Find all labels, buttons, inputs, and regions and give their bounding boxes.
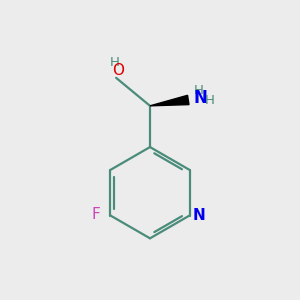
Polygon shape bbox=[150, 95, 189, 106]
Text: H: H bbox=[194, 84, 203, 97]
Text: H: H bbox=[110, 56, 120, 69]
Text: N: N bbox=[194, 89, 208, 107]
Text: N: N bbox=[193, 208, 206, 223]
Text: H: H bbox=[205, 94, 215, 107]
Text: O: O bbox=[112, 63, 124, 78]
Text: F: F bbox=[92, 206, 101, 221]
